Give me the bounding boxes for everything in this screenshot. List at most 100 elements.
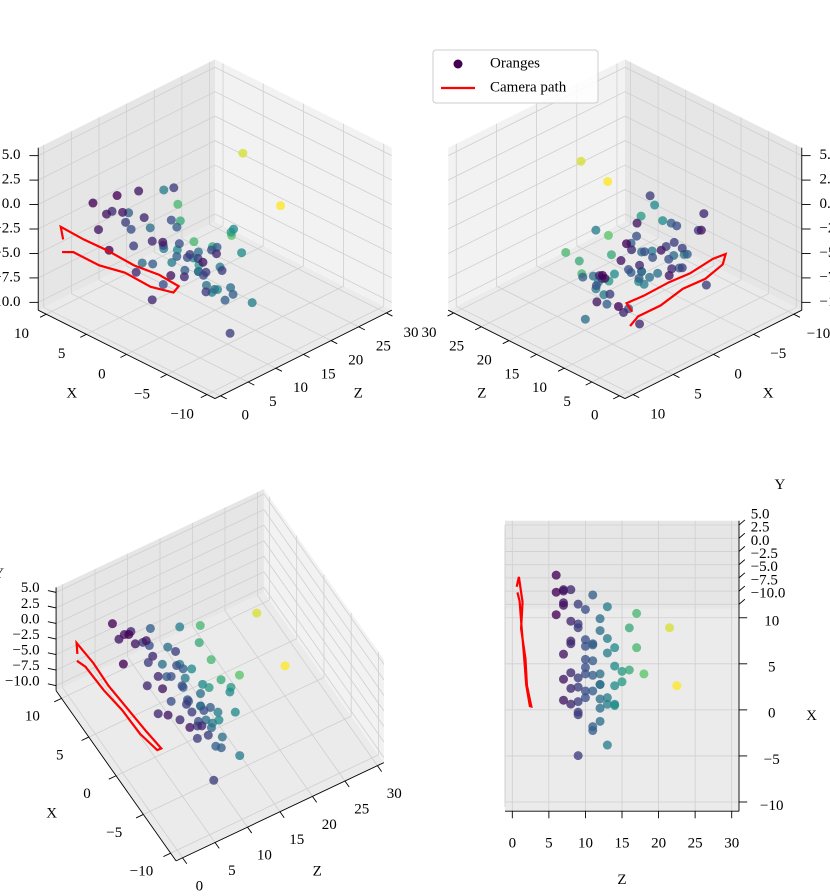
tick-mark <box>557 367 565 372</box>
y-tick-label: 0.0 <box>751 533 770 549</box>
grid-line <box>448 140 626 230</box>
y-tick-label: −10.0 <box>819 294 830 310</box>
tick-mark <box>303 353 310 358</box>
grid-line <box>209 224 387 314</box>
grid-line <box>214 91 392 181</box>
grid-line <box>263 587 385 758</box>
orange-point <box>574 256 584 266</box>
orange-point <box>613 301 623 311</box>
x-tick-label: 0 <box>768 706 776 722</box>
y-tick-label: −10.0 <box>0 294 21 310</box>
orange-point <box>640 247 650 257</box>
orange-point <box>591 225 601 235</box>
orange-point <box>580 654 590 664</box>
orange-point <box>650 200 660 210</box>
orange-point <box>212 249 222 259</box>
orange-point <box>172 251 182 261</box>
z-axis-label: Z <box>354 385 363 401</box>
orange-point <box>645 191 655 201</box>
tick-mark <box>275 367 283 372</box>
orange-point <box>234 670 244 680</box>
orange-point <box>624 623 634 633</box>
orange-point <box>595 626 605 636</box>
grid-line <box>448 91 626 181</box>
orange-point <box>658 216 668 226</box>
x-tick-label: 0 <box>83 786 91 802</box>
grid-line <box>43 307 221 397</box>
orange-point <box>153 671 163 681</box>
orange-point <box>118 659 128 669</box>
orange-point <box>225 687 235 697</box>
orange-point <box>153 709 163 719</box>
orange-point <box>172 222 182 232</box>
grid-line <box>448 164 626 254</box>
z-tick-label: 25 <box>688 835 703 851</box>
tick-mark <box>738 572 746 579</box>
orange-point <box>247 298 257 308</box>
tick-mark <box>47 667 57 671</box>
orange-point <box>209 284 219 294</box>
axis-line <box>38 309 216 399</box>
grid-line <box>508 251 686 341</box>
y-tick-label: −2.5 <box>819 220 830 236</box>
orange-point <box>602 740 612 750</box>
grid-line <box>263 509 385 681</box>
legend-box <box>432 49 599 104</box>
orange-point <box>677 263 687 273</box>
grid-line <box>214 115 392 205</box>
x-tick-label: 5 <box>58 346 66 362</box>
grid-line <box>214 213 392 303</box>
orange-point <box>580 635 590 645</box>
orange-point <box>597 270 607 280</box>
z-tick-label: 10 <box>293 380 308 396</box>
orange-point <box>578 272 588 282</box>
orange-point <box>605 289 615 299</box>
y-tick-label: −5.0 <box>751 559 778 575</box>
z-tick-label: 30 <box>421 325 436 341</box>
grid-line <box>55 524 265 624</box>
grid-line <box>38 189 216 279</box>
orange-point <box>573 697 583 707</box>
orange-point <box>216 743 226 753</box>
orange-point <box>588 656 598 666</box>
orange-point <box>677 243 687 253</box>
y-tick-label: −2.5 <box>12 627 39 643</box>
orange-point <box>129 241 139 251</box>
grid-line <box>624 164 802 254</box>
x-axis-label: X <box>806 708 817 724</box>
orange-point <box>639 669 649 679</box>
z-tick-label: 10 <box>257 848 272 864</box>
orange-point <box>173 199 183 209</box>
orange-point <box>566 636 576 646</box>
orange-point <box>580 314 590 324</box>
orange-point <box>610 661 620 671</box>
y-tick-label: 5.0 <box>819 147 830 163</box>
orange-point <box>624 265 634 275</box>
orange-point <box>664 254 674 264</box>
orange-point <box>252 608 262 618</box>
orange-point <box>189 237 199 247</box>
orange-point <box>237 248 247 258</box>
grid-line <box>71 293 249 383</box>
z-tick-label: 20 <box>651 835 666 851</box>
axis-line <box>448 309 626 399</box>
orange-point <box>163 642 173 652</box>
tick-mark <box>673 374 680 378</box>
y-tick-label: 0.0 <box>819 196 830 212</box>
orange-point <box>159 185 169 195</box>
orange-point <box>595 703 605 713</box>
grid-line <box>55 555 265 655</box>
tick-mark <box>108 775 117 780</box>
tick-mark <box>81 736 89 741</box>
orange-point <box>669 237 679 247</box>
z-tick-label: 0 <box>196 878 204 894</box>
tick-mark <box>80 333 87 338</box>
orange-point <box>228 289 238 299</box>
orange-point <box>588 670 598 680</box>
orange-point <box>102 209 112 219</box>
z-tick-label: 15 <box>321 366 336 382</box>
y-tick-label: 0.0 <box>21 611 40 627</box>
y-tick-label: −2.5 <box>751 546 778 562</box>
orange-point <box>573 710 583 720</box>
